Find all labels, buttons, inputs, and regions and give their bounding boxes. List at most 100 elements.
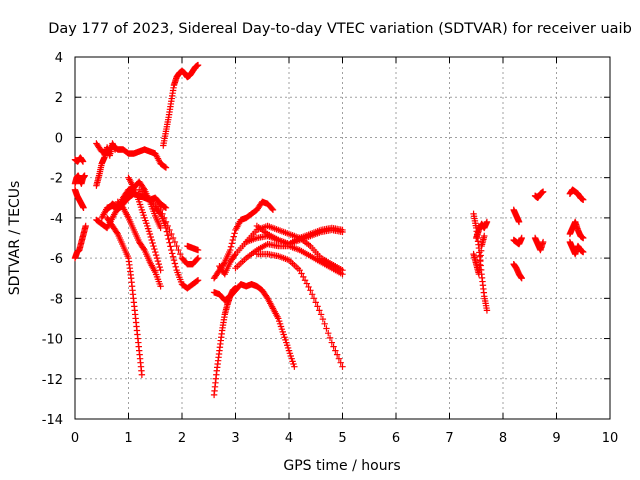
data-points — [71, 61, 587, 399]
x-tick-label: 8 — [499, 431, 507, 446]
x-tick-label: 4 — [285, 431, 293, 446]
data-point — [193, 277, 201, 285]
y-tick-label: -6 — [50, 252, 63, 267]
data-point — [307, 287, 314, 294]
data-point — [194, 61, 202, 69]
data-point — [310, 295, 318, 302]
x-tick-label: 0 — [71, 431, 79, 446]
data-point — [226, 246, 234, 254]
data-point — [156, 263, 163, 271]
data-point — [149, 239, 156, 247]
data-point — [518, 234, 525, 242]
data-point — [339, 228, 346, 236]
data-point — [227, 243, 235, 250]
data-point — [335, 355, 343, 362]
data-point — [229, 236, 237, 244]
data-point — [177, 250, 184, 258]
data-point — [580, 196, 587, 203]
data-point — [82, 222, 89, 230]
data-point — [157, 283, 164, 290]
data-point — [171, 238, 179, 246]
x-tick-label: 5 — [338, 431, 346, 446]
data-point — [168, 230, 175, 238]
grid-lines — [75, 57, 610, 419]
data-point — [230, 233, 237, 240]
data-point — [155, 260, 163, 268]
x-tick-label: 6 — [392, 431, 400, 446]
y-tick-label: -12 — [42, 373, 63, 388]
data-point — [138, 371, 146, 378]
data-point — [291, 363, 298, 370]
data-point — [80, 204, 87, 212]
data-point — [175, 246, 182, 254]
data-point — [332, 347, 339, 354]
y-tick-label: -4 — [50, 212, 63, 227]
data-point — [151, 245, 158, 253]
x-tick-label: 9 — [552, 431, 560, 446]
data-point — [171, 260, 179, 267]
data-point — [539, 238, 547, 246]
y-tick-label: -2 — [50, 172, 63, 187]
data-point — [228, 240, 236, 247]
data-point — [147, 233, 154, 241]
data-point — [169, 234, 177, 242]
data-point — [167, 243, 174, 250]
data-point — [269, 206, 277, 214]
data-point — [481, 232, 488, 240]
data-point — [300, 273, 307, 281]
data-point — [161, 163, 169, 171]
data-point — [113, 229, 121, 236]
data-point — [580, 248, 587, 256]
axis-ticks — [74, 56, 611, 420]
data-point — [111, 146, 119, 153]
data-point — [146, 230, 154, 238]
data-point — [140, 245, 147, 252]
data-point — [330, 343, 337, 350]
data-point — [220, 260, 228, 267]
y-tick-label: 2 — [55, 91, 63, 106]
data-point — [268, 205, 276, 213]
chart-title: Day 177 of 2023, Sidereal Day-to-day VTE… — [48, 21, 632, 37]
data-point — [339, 271, 346, 278]
data-point — [317, 311, 325, 318]
data-point — [152, 251, 160, 259]
data-point — [518, 275, 525, 282]
y-tick-label: 0 — [55, 131, 63, 146]
data-point — [325, 329, 332, 337]
data-point — [194, 254, 202, 262]
y-tick-label: -10 — [42, 333, 63, 348]
x-axis-label: GPS time / hours — [283, 458, 400, 474]
data-point — [153, 254, 161, 262]
data-point — [173, 242, 180, 250]
data-point — [152, 248, 159, 256]
data-point — [298, 270, 305, 277]
data-point — [162, 204, 170, 212]
data-point — [328, 339, 335, 346]
data-point — [193, 255, 201, 263]
data-point — [301, 277, 309, 284]
y-tick-label: -8 — [50, 292, 63, 307]
data-point — [231, 252, 238, 259]
data-point — [166, 239, 173, 246]
x-tick-label: 1 — [124, 431, 132, 446]
y-tick-labels: 4 2 0 -2 -4 -6 -8 -10 -12 -14 — [42, 51, 63, 428]
data-point — [170, 256, 178, 264]
data-point — [308, 291, 316, 298]
x-tick-label: 10 — [602, 431, 619, 446]
data-point — [168, 246, 175, 254]
data-point — [296, 266, 303, 274]
data-point — [580, 234, 587, 242]
data-point — [312, 299, 319, 306]
data-point — [483, 218, 491, 226]
data-point — [483, 307, 491, 314]
data-point — [321, 320, 328, 328]
data-point — [303, 280, 311, 287]
data-point — [154, 257, 162, 265]
data-point — [314, 303, 321, 310]
data-point — [169, 253, 177, 260]
data-point — [163, 228, 171, 235]
x-tick-label: 3 — [231, 431, 239, 446]
x-tick-labels: 0 1 2 3 4 5 6 7 8 9 10 — [71, 431, 618, 446]
x-tick-label: 2 — [178, 431, 186, 446]
y-tick-label: 4 — [55, 51, 63, 66]
